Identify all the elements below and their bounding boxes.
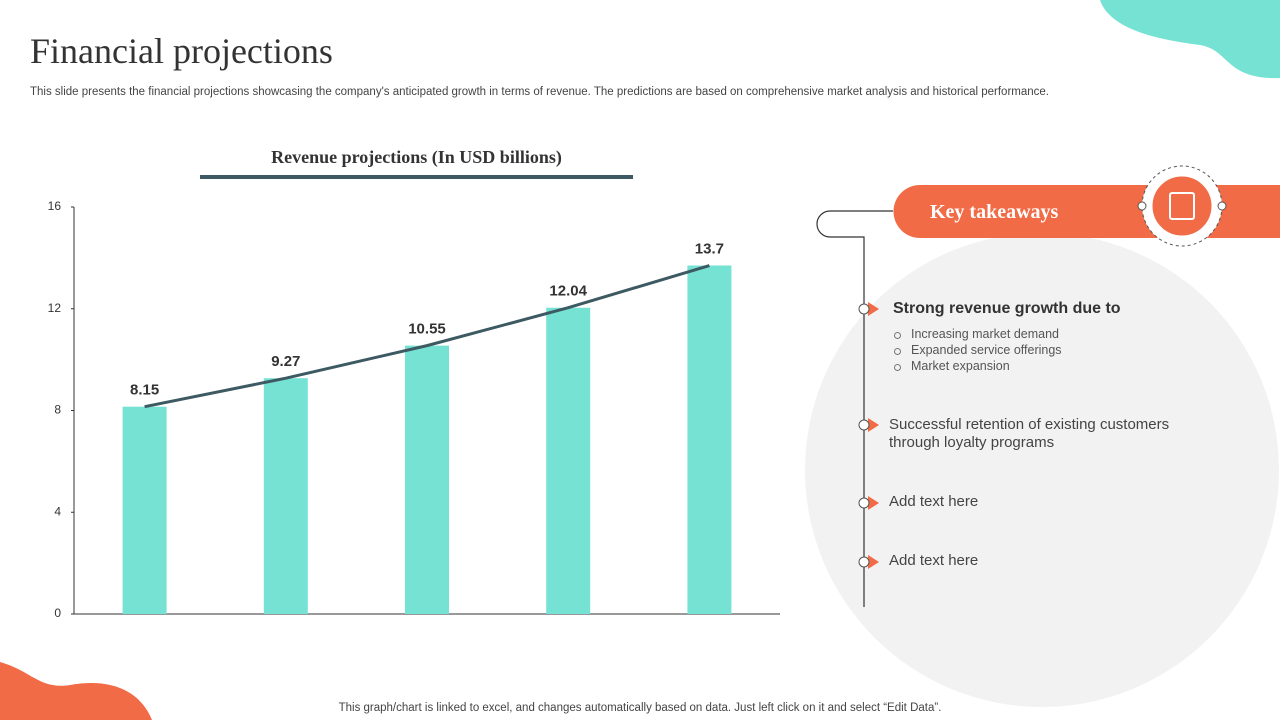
takeaway: Successful retention of existing custome… <box>889 416 1170 451</box>
takeaway: Strong revenue growth due to <box>893 300 1121 317</box>
takeaways-title: Key takeaways <box>930 201 1059 223</box>
bullet-dot <box>858 556 870 568</box>
y-tick-label: 8 <box>54 403 61 417</box>
bar <box>405 345 449 614</box>
bar <box>546 307 591 614</box>
data-label: 10.55 <box>408 321 446 338</box>
slide-subtitle: This slide presents the financial projec… <box>30 86 1049 98</box>
y-tick-label: 4 <box>54 504 61 518</box>
bullet-arrow <box>868 302 879 316</box>
icon <box>1149 173 1215 239</box>
icon-glyph <box>1169 192 1195 220</box>
bullet-dot <box>858 303 870 315</box>
bullet-arrow <box>868 496 879 510</box>
takeaway: Add text here <box>889 493 979 510</box>
sub-point: Expanded service offerings <box>894 343 1062 357</box>
trend-line <box>144 264 710 409</box>
panel-circle <box>805 233 1279 707</box>
data-label: 12.04 <box>549 283 587 300</box>
decor-blob <box>1100 0 1280 79</box>
decor-blob <box>0 662 152 720</box>
connector <box>816 210 893 607</box>
bullet-arrow <box>868 418 879 432</box>
data-label: 13.7 <box>695 240 724 257</box>
takeaway: Add text here <box>889 552 979 569</box>
chart-title: Revenue projections (In USD billions) <box>271 147 562 167</box>
sub-point: Increasing market demand <box>894 327 1059 341</box>
sub-point: Market expansion <box>894 359 1010 373</box>
bar <box>687 265 732 614</box>
data-label: 9.27 <box>271 353 300 370</box>
y-tick-label: 0 <box>54 606 61 620</box>
data-label: 8.15 <box>130 382 159 399</box>
icon-dot <box>1217 201 1227 211</box>
bullet-arrow <box>868 555 879 569</box>
y-tick-label: 12 <box>48 301 62 315</box>
bullet-dot <box>858 419 870 431</box>
bar <box>122 406 167 614</box>
bullet-dot <box>858 497 870 509</box>
footer-note: This graph/chart is linked to excel, and… <box>338 702 942 714</box>
slide-title: Financial projections <box>30 31 333 71</box>
y-tick-label: 16 <box>48 199 62 213</box>
bar <box>263 378 308 614</box>
icon-dot <box>1137 201 1147 211</box>
